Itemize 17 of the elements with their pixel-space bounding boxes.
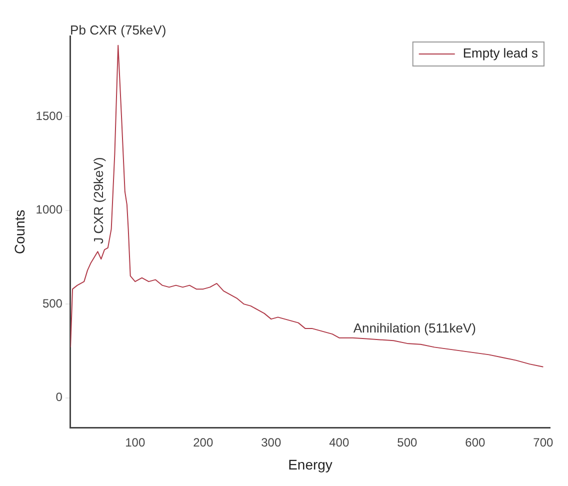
x-tick-label: 600 [465,435,486,450]
x-tick-label: 100 [125,435,146,450]
legend-label: Empty lead s [462,46,538,61]
x-tick-label: 500 [397,435,418,450]
annotation: J CXR (29keV) [90,157,106,244]
annotation: Annihilation (511keV) [353,320,476,336]
y-tick-label: 1000 [36,202,63,217]
y-tick-label: 500 [42,296,63,310]
x-axis-title: Energy [288,456,332,472]
y-axis-title: Counts [11,210,28,254]
x-tick-label: 700 [533,435,554,450]
y-tick-label: 1500 [36,108,63,123]
x-tick-label: 400 [329,435,350,450]
annotation: Pb CXR (75keV) [70,22,166,38]
x-tick-label: 200 [193,435,214,450]
y-tick-label: 0 [56,390,63,404]
x-tick-label: 300 [261,435,282,450]
